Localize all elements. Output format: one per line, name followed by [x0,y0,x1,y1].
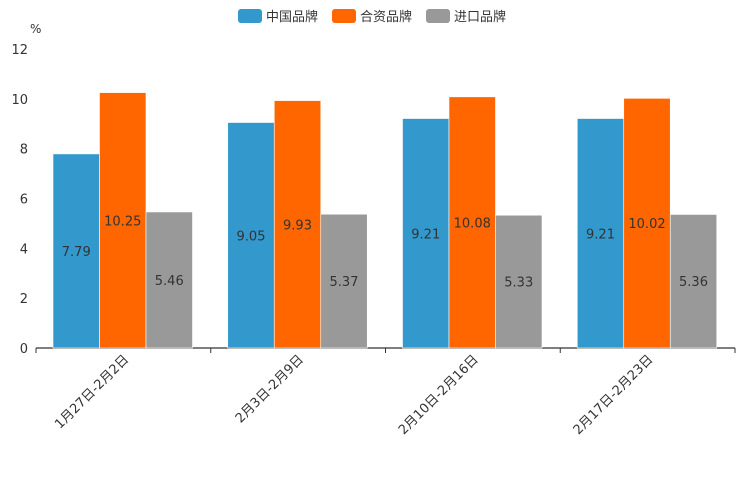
bar-value-label: 9.21 [586,227,615,242]
y-tick-label: 4 [20,242,28,257]
bar-value-label: 5.37 [330,275,359,290]
x-tick-label: 2月3日-2月9日 [233,352,307,426]
legend-swatch-jv [331,8,356,23]
bar-value-label: 5.46 [155,274,184,289]
legend-swatch-china [237,8,262,23]
bar-value-label: 9.05 [237,229,266,244]
bar-value-label: 9.21 [411,227,440,242]
legend-label-china: 中国品牌 [265,10,318,25]
legend-swatch-import [426,8,450,23]
bar-2-2[interactable] [273,100,322,349]
bar-3-3[interactable] [495,214,543,349]
legend-item-jv[interactable]: 合资品牌 [331,6,412,25]
bar-value-label: 5.36 [679,275,708,290]
y-tick-label: 12 [11,43,28,58]
bar-2-1[interactable] [99,92,147,349]
bar-2-3[interactable] [448,96,496,349]
bar-value-label: 7.79 [62,245,91,260]
y-tick-label: 6 [20,193,28,208]
bar-1-2[interactable] [227,122,275,349]
legend-label-jv: 合资品牌 [359,10,412,25]
legend-label-import: 进口品牌 [454,10,507,25]
bar-value-label: 10.25 [104,214,141,229]
y-axis-unit: % [30,22,42,36]
bar-2-4[interactable] [623,98,671,349]
bar-3-1[interactable] [145,211,193,349]
x-tick-label: 2月17日-2月23日 [571,352,657,438]
y-tick-label: 2 [20,292,28,307]
legend: 中国品牌 合资品牌 进口品牌 [0,6,744,25]
bar-value-label: 5.33 [504,276,533,291]
bar-3-4[interactable] [669,214,718,349]
y-tick-label: 10 [11,93,28,108]
x-tick-label: 2月10日-2月16日 [396,352,482,438]
bar-value-label: 9.93 [283,218,312,233]
bar-1-4[interactable] [576,118,625,349]
legend-item-import[interactable]: 进口品牌 [426,6,506,25]
x-tick-label: 1月27日-2月2日 [52,352,132,432]
bar-value-label: 10.02 [628,217,665,232]
legend-item-china[interactable]: 中国品牌 [237,6,318,25]
bar-3-2[interactable] [320,213,368,349]
bar-1-1[interactable] [52,153,100,349]
y-tick-label: 0 [20,342,28,357]
y-tick-label: 8 [20,143,28,158]
bar-1-3[interactable] [402,118,450,349]
bar-value-label: 10.08 [454,216,491,231]
